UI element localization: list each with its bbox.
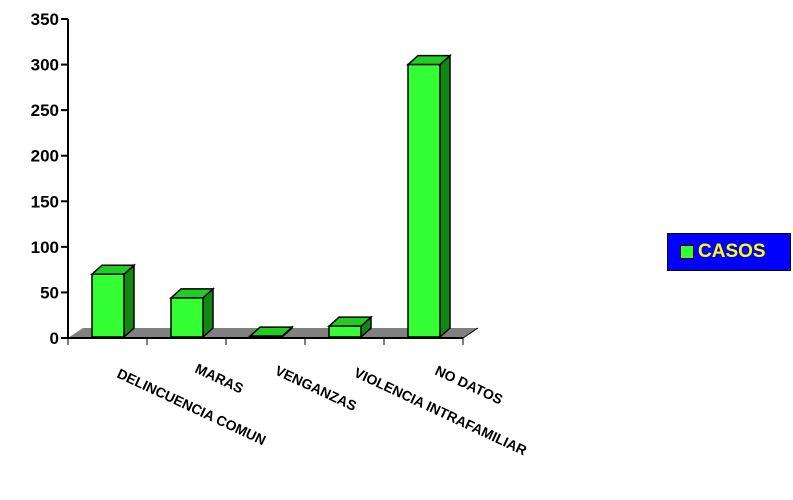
bar [406, 53, 452, 339]
bar-front [328, 325, 362, 338]
category-label: NO DATOS [433, 362, 506, 407]
bars-group [90, 53, 452, 339]
bar [90, 263, 136, 339]
bar-side [123, 263, 135, 339]
x-axis-ticks [67, 338, 464, 345]
bar-front [249, 335, 283, 338]
y-tick-label: 0 [50, 329, 59, 348]
bar [327, 315, 373, 339]
bar-front [407, 63, 441, 338]
bar [169, 287, 215, 339]
bar-side [439, 53, 451, 339]
y-tick-label: 250 [31, 101, 59, 120]
category-label: VENGANZAS [273, 362, 359, 414]
y-tick-label: 50 [40, 283, 59, 302]
legend-label-casos: CASOS [698, 241, 766, 262]
y-tick-label: 300 [31, 56, 59, 75]
category-label: DELINCUENCIA COMUN [115, 365, 269, 448]
bar-front [91, 273, 125, 338]
bar [248, 325, 294, 339]
bar-front [170, 297, 204, 338]
y-axis-ticks: 0 50 100 150 200 250 300 350 [31, 10, 68, 348]
legend: CASOS [667, 233, 791, 271]
category-label: MARAS [193, 360, 246, 396]
y-tick-label: 100 [31, 238, 59, 257]
y-tick-label: 150 [31, 192, 59, 211]
x-axis-depth-line [462, 327, 479, 339]
y-tick-label: 200 [31, 147, 59, 166]
y-tick-label: 350 [31, 10, 59, 29]
legend-swatch [680, 245, 694, 259]
